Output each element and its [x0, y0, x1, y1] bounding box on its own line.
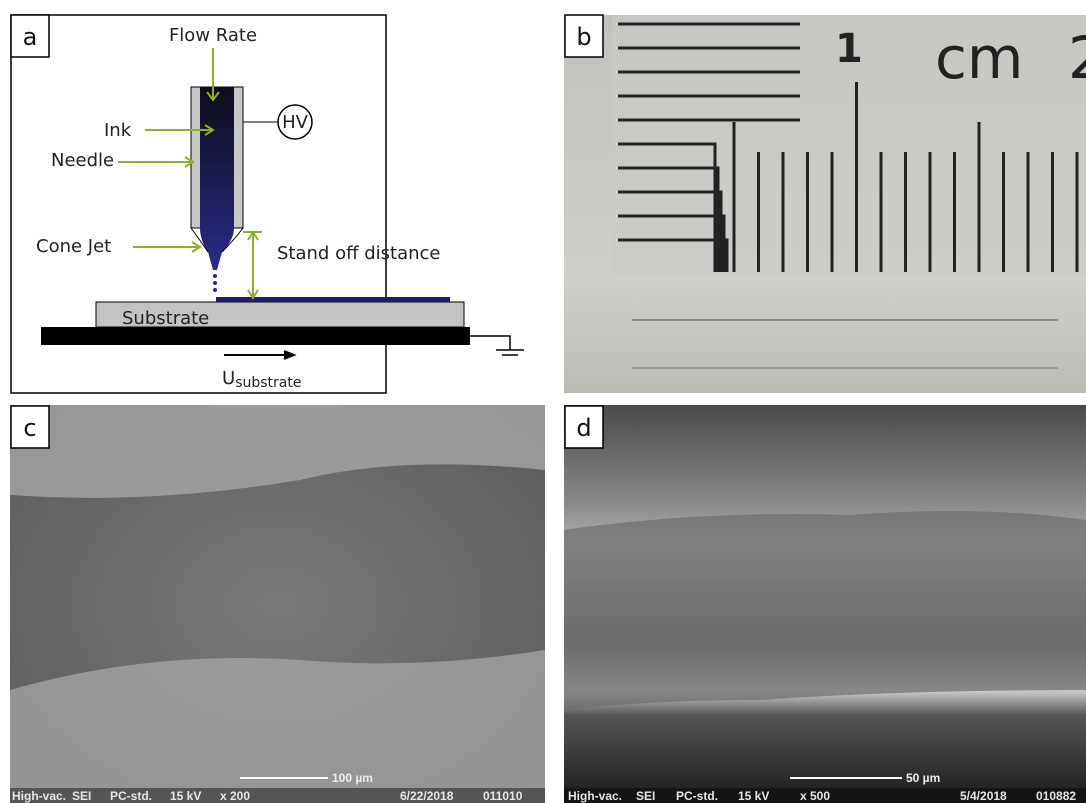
info-text: PC-std.: [110, 789, 152, 803]
stage: [41, 327, 470, 345]
info-text: 15 kV: [738, 789, 769, 803]
info-text: PC-std.: [676, 789, 718, 803]
panel-label: d: [576, 414, 591, 442]
panel-label: b: [576, 23, 591, 51]
needle-label: Needle: [51, 150, 114, 171]
drops: [213, 274, 217, 292]
info-text: 010882: [1036, 789, 1076, 803]
scale-label: 50 µm: [906, 771, 940, 785]
ruler-number: 2: [1068, 24, 1086, 92]
info-text: SEI: [636, 789, 655, 803]
texture: [564, 511, 1086, 710]
info-text: SEI: [72, 789, 91, 803]
info-text: High-vac.: [12, 789, 66, 803]
panel-label: a: [23, 23, 38, 51]
ink: [200, 87, 234, 270]
ink-label: Ink: [104, 120, 132, 141]
velocity-subscript: substrate: [235, 375, 301, 391]
figure: a HV Flow Rate Ink Needle Cone Jet Stand…: [0, 0, 1086, 803]
ruler-unit: cm: [935, 24, 1023, 92]
panel-c: 100 µm High-vac. SEI PC-std. 15 kV x 200 6/22…: [10, 405, 545, 803]
info-text: 011010: [483, 789, 523, 803]
info-text: 6/22/2018: [400, 789, 454, 803]
info-text: 5/4/2018: [960, 789, 1007, 803]
info-text: 15 kV: [170, 789, 201, 803]
info-text: x 200: [220, 789, 250, 803]
scale-label: 100 µm: [332, 771, 373, 785]
panel-b: 1 cm 2 b: [564, 15, 1086, 393]
texture: [10, 650, 545, 803]
info: High-vac. SEI PC-std. 15 kV x 500 5/4/2018 010…: [568, 789, 1076, 803]
info-text: x 500: [800, 789, 830, 803]
standoff-label: Stand off distance: [277, 243, 440, 264]
hv-label: HV: [282, 112, 309, 133]
ruler-number: 1: [835, 26, 863, 72]
panel-a: a HV Flow Rate Ink Needle Cone Jet Stand…: [11, 15, 524, 393]
ground: [470, 336, 524, 355]
velocity-symbol: U: [222, 368, 235, 389]
flow-rate-label: Flow Rate: [169, 25, 257, 46]
cone-jet-label: Cone Jet: [36, 236, 111, 257]
printed-line: [216, 297, 450, 302]
panel-label: c: [23, 414, 36, 442]
substrate-label: Substrate: [122, 308, 209, 329]
info-text: High-vac.: [568, 789, 622, 803]
panel-d: 50 µm High-vac. SEI PC-std. 15 kV x 500 5/4/2…: [564, 405, 1086, 803]
